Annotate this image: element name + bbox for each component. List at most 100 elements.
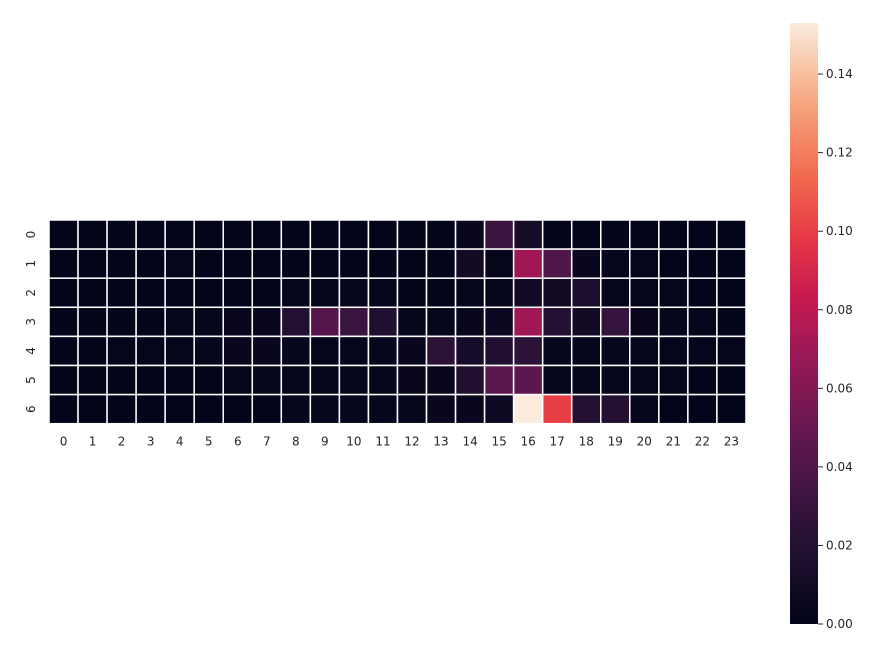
- heatmap-cell: [687, 277, 718, 309]
- heatmap-cell: [483, 393, 515, 425]
- x-tick-label: 23: [724, 435, 739, 449]
- heatmap-cell: [164, 393, 195, 425]
- heatmap-cell: [251, 248, 283, 279]
- heatmap-cell: [454, 277, 486, 309]
- heatmap-cell: [251, 335, 283, 367]
- heatmap-cell: [600, 248, 631, 279]
- heatmap-cell: [629, 306, 660, 338]
- heatmap-cell: [193, 277, 224, 309]
- heatmap-cell: [106, 364, 137, 396]
- heatmap-cell: [222, 335, 254, 367]
- colorbar-tick-label: 0.14: [826, 67, 853, 81]
- y-tick-label: 5: [24, 376, 38, 384]
- heatmap-cell: [570, 277, 602, 309]
- y-axis: 0 1 2 3 4 5 6: [24, 231, 38, 413]
- heatmap-cell: [338, 277, 370, 309]
- heatmap-cell: [164, 364, 195, 396]
- y-tick-label: 4: [24, 347, 38, 355]
- heatmap-cell: [454, 219, 486, 250]
- heatmap-cell: [658, 306, 689, 338]
- heatmap-cell: [512, 335, 544, 367]
- heatmap-cell: [483, 335, 515, 367]
- heatmap-cell: [629, 335, 660, 367]
- heatmap-cell: [600, 219, 631, 250]
- x-tick-label: 9: [321, 435, 329, 449]
- heatmap-cell: [483, 306, 515, 338]
- heatmap-cell: [106, 219, 137, 250]
- heatmap-cell: [541, 306, 573, 338]
- heatmap-cell: [338, 219, 370, 250]
- x-tick-label: 19: [608, 435, 623, 449]
- heatmap-cell: [600, 277, 631, 309]
- heatmap-cell: [77, 219, 108, 250]
- heatmap-cell: [716, 248, 747, 279]
- heatmap-cell: [338, 393, 370, 425]
- heatmap-cell: [541, 393, 573, 425]
- heatmap-cell: [280, 306, 312, 338]
- heatmap-cell: [106, 335, 137, 367]
- heatmap-cell: [658, 277, 689, 309]
- heatmap-cell: [48, 219, 79, 250]
- heatmap-cell: [658, 248, 689, 279]
- heatmap-cell: [570, 306, 602, 338]
- heatmap-cell: [77, 393, 108, 425]
- heatmap-cell: [483, 364, 515, 396]
- heatmap-cell: [658, 364, 689, 396]
- y-tick-label: 0: [24, 231, 38, 239]
- heatmap-cell: [541, 335, 573, 367]
- y-tick-label: 3: [24, 318, 38, 326]
- heatmap-cell: [600, 364, 631, 396]
- heatmap-cell: [193, 364, 224, 396]
- x-tick-label: 22: [695, 435, 710, 449]
- x-tick-label: 8: [292, 435, 300, 449]
- heatmap-cell: [106, 277, 137, 309]
- heatmap-cell: [570, 335, 602, 367]
- heatmap-cell: [541, 364, 573, 396]
- heatmap-cell: [454, 364, 486, 396]
- heatmap-cell: [338, 335, 370, 367]
- heatmap-cell: [687, 306, 718, 338]
- heatmap-cell: [716, 393, 747, 425]
- heatmap-cell: [251, 219, 283, 250]
- heatmap-cell: [280, 219, 312, 250]
- heatmap-cell: [309, 335, 341, 367]
- heatmap-cell: [280, 393, 312, 425]
- heatmap-cell: [716, 335, 747, 367]
- heatmap-cell: [135, 277, 166, 309]
- heatmap-cell: [483, 248, 515, 279]
- heatmap-cell: [512, 364, 544, 396]
- heatmap-cell: [164, 219, 195, 250]
- heatmap-cell: [367, 219, 399, 250]
- heatmap-cell: [338, 306, 370, 338]
- heatmap-cell: [77, 306, 108, 338]
- heatmap-cell: [367, 364, 399, 396]
- heatmap-cell: [570, 219, 602, 250]
- y-tick-label: 2: [24, 289, 38, 297]
- heatmap-cell: [222, 277, 254, 309]
- heatmap-cell: [251, 277, 283, 309]
- heatmap-cell: [222, 248, 254, 279]
- colorbar-tick-label: 0.06: [826, 381, 853, 395]
- heatmap-cell: [396, 364, 428, 396]
- heatmap-cell: [135, 248, 166, 279]
- heatmap-cell: [425, 277, 457, 309]
- heatmap-cell: [570, 248, 602, 279]
- colorbar-tick-label: 0.04: [826, 460, 853, 474]
- heatmap-cell: [48, 306, 79, 338]
- heatmap-cell: [309, 306, 341, 338]
- x-tick-label: 21: [666, 435, 681, 449]
- heatmap-cell: [251, 393, 283, 425]
- heatmap-cell: [716, 364, 747, 396]
- x-tick-label: 0: [60, 435, 68, 449]
- heatmap-cell: [309, 393, 341, 425]
- heatmap-cell: [541, 219, 573, 250]
- heatmap-cell: [687, 248, 718, 279]
- heatmap-cell: [600, 335, 631, 367]
- heatmap-cell: [309, 248, 341, 279]
- heatmap-cell: [396, 306, 428, 338]
- x-tick-label: 2: [118, 435, 126, 449]
- heatmap-cell: [77, 277, 108, 309]
- colorbar-tick-label: 0.08: [826, 303, 853, 317]
- heatmap-cell: [570, 364, 602, 396]
- heatmap-cell: [716, 219, 747, 250]
